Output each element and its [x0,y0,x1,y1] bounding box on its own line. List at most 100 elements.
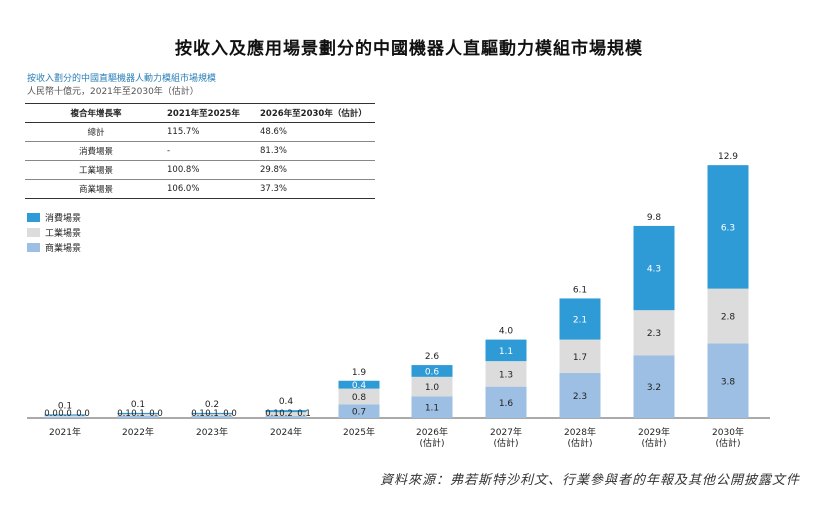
total-label: 1.9 [352,368,367,378]
data-label: 1.7 [573,353,587,363]
bar-segment [633,310,675,356]
bar-segment [44,414,86,416]
source-note: 資料來源：弗若斯特沙利文、行業參與者的年報及其他公開披露文件 [379,473,800,488]
cagr-cell: 81.3% [260,141,375,161]
data-label: 0.0 [76,409,90,419]
legend-label: 工業場景 [45,229,82,239]
data-label: 0.8 [352,393,367,403]
data-label: 0.1 [131,409,145,419]
total-label: 0.1 [58,401,72,411]
total-label: 0.4 [279,397,294,407]
data-label: 1.1 [425,404,439,414]
data-label: 0.0 [58,409,72,419]
bar-segment [485,361,527,387]
data-label: 2.1 [573,316,587,326]
table-row: 消費場景 - 81.3% [25,141,375,161]
x-tick-label: 2028年 [564,426,596,438]
x-tick-label: (估計) [641,437,666,449]
data-label: 0.0 [44,409,58,419]
bar-segment [485,339,527,362]
data-label: 0.1 [191,409,205,419]
cagr-cell: 消費場景 [25,141,167,161]
data-label: 0.4 [352,381,367,391]
cagr-header-row: 複合年增長率 2021年至2025年 2026年至2030年（估計） [25,103,375,123]
data-label: 2.3 [647,329,661,339]
data-label: 0.1 [297,409,311,419]
page-title: 按收入及應用場景劃分的中國機器人直驅動力模組市場規模 [175,39,643,59]
bar-segment [707,343,749,418]
bar-segment [265,412,307,417]
bar-segment [191,416,233,418]
data-label: 0.1 [205,409,219,419]
total-label: 9.8 [647,213,662,223]
data-label: 0.0 [223,409,237,419]
data-label: 4.3 [647,265,661,275]
chart-subtitle: 按收入劃分的中國直驅機器人動力模組市場規模 [27,74,217,84]
x-tick-label: 2024年 [270,426,302,438]
bar-segment [191,414,233,417]
bar-segment [559,298,601,340]
bar-segment [559,339,601,373]
cagr-cell: 29.8% [260,160,375,180]
cagr-cell: 總計 [25,122,167,142]
legend-swatch [27,213,40,222]
x-tick-label: 2021年 [49,426,81,438]
bar-segment [117,412,159,415]
cagr-header: 2021年至2025年 [167,103,260,123]
total-label: 4.0 [499,327,514,337]
bar-segment [338,388,380,405]
legend-swatch [27,228,40,237]
total-label: 2.6 [425,352,440,362]
x-tick-label: (估計) [715,437,740,449]
x-tick-label: 2025年 [343,426,375,438]
legend-item-commercial: 商業場景 [27,241,81,254]
data-label: 1.6 [499,399,514,409]
data-label: 0.1 [265,409,279,419]
bar-segment [633,225,675,311]
cagr-cell: 工業場景 [25,160,167,180]
table-row: 商業場景 106.0% 37.3% [25,179,375,199]
legend-item-industrial: 工業場景 [27,226,81,239]
cagr-header: 複合年增長率 [25,103,167,123]
x-tick-label: 2027年 [490,426,522,438]
bar-segment [265,416,307,418]
x-tick-label: (估計) [419,437,444,449]
total-label: 6.1 [573,285,587,295]
bar-segment [411,396,453,418]
legend-label: 商業場景 [45,244,82,254]
cagr-cell: - [167,141,260,161]
x-tick-label: 2029年 [638,426,670,438]
x-tick-label: 2026年 [416,426,448,438]
data-label: 1.0 [425,383,440,393]
legend-label: 消費場景 [45,214,82,224]
bar-segment [411,376,453,397]
x-tick-label: 2022年 [122,426,154,438]
x-tick-label: (估計) [493,437,518,449]
bar-segment [411,365,453,377]
data-label: 0.0 [149,409,163,419]
data-label: 2.8 [721,313,736,323]
table-row: 工業場景 100.8% 29.8% [25,160,375,180]
total-label: 0.1 [131,400,145,410]
bar-segment [117,414,159,417]
cagr-cell: 115.7% [167,122,260,142]
legend-swatch [27,243,40,252]
bar-segment [44,415,86,417]
bar-segment [707,288,749,344]
data-label: 0.1 [117,409,131,419]
cagr-table: 複合年增長率 2021年至2025年 2026年至2030年（估計） 總計 11… [25,103,375,199]
cagr-cell: 106.0% [167,179,260,199]
bar-segment [265,410,307,413]
cagr-header: 2026年至2030年（估計） [260,103,375,123]
cagr-cell: 100.8% [167,160,260,180]
bar-segment [117,416,159,418]
x-tick-label: (估計) [567,437,592,449]
bar-segment [485,386,527,418]
bar-segment [338,404,380,418]
bar-segment [338,380,380,389]
data-label: 3.8 [721,377,736,387]
data-label: 0.2 [279,409,293,419]
cagr-cell: 37.3% [260,179,375,199]
bar-segment [44,416,86,418]
total-label: 12.9 [718,152,738,162]
